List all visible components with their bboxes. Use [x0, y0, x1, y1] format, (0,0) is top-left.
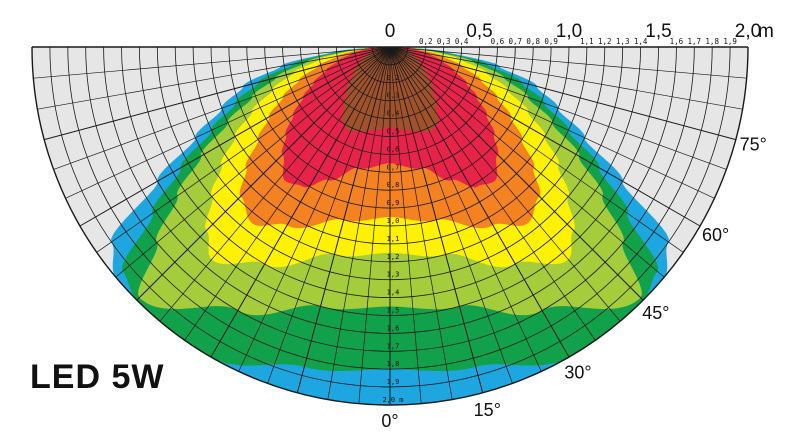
top-minor-label: 1,2 — [598, 37, 612, 46]
top-minor-label: 0,3 — [437, 37, 451, 46]
top-major-label: 0,5 — [466, 21, 492, 42]
grid-radial-m25 — [238, 46, 391, 372]
grid-radial-m70 — [53, 46, 391, 170]
grid-radial-15 — [389, 46, 484, 393]
grid-radial-80 — [389, 46, 743, 110]
top-minor-label: 1,3 — [616, 37, 630, 46]
grid-radial-m60 — [79, 46, 391, 227]
top-unit-label: m — [758, 21, 774, 42]
radial-distance-label: 0,7 — [387, 163, 400, 171]
grid-radial-10 — [389, 46, 453, 400]
top-minor-label: 1,9 — [723, 37, 737, 46]
top-major-label: 2,0 — [735, 21, 761, 42]
grid-radial-75 — [389, 46, 736, 141]
top-minor-label: 0,6 — [491, 37, 505, 46]
top-major-label: 1,5 — [645, 21, 671, 42]
radial-distance-label: 1,4 — [387, 289, 400, 297]
angle-label: 15° — [474, 400, 501, 420]
chart-title: LED 5W — [30, 358, 165, 396]
top-minor-label: 0,7 — [509, 37, 523, 46]
top-minor-label: 1,1 — [580, 37, 594, 46]
top-minor-label: 0,8 — [526, 37, 540, 46]
radial-distance-label: 0,4 — [387, 110, 400, 118]
grid-radial-m20 — [267, 46, 391, 384]
radial-distance-label: 0,6 — [387, 145, 400, 153]
grid-radial-20 — [389, 46, 513, 384]
radial-distance-label: 1,0 — [387, 217, 400, 225]
radial-distance-label: 0,3 — [387, 92, 400, 100]
grid-radial-45 — [389, 46, 644, 301]
grid-radial-m65 — [65, 46, 391, 199]
radial-distance-label: 1,7 — [387, 342, 400, 350]
radial-distance-label: 2,0 m — [382, 396, 403, 404]
top-minor-label: 0,2 — [419, 37, 433, 46]
radial-distance-label: 0,5 — [387, 128, 400, 136]
top-minor-label: 1,8 — [705, 37, 719, 46]
grid-radial-30 — [389, 46, 570, 358]
radial-distance-label: 0,9 — [387, 199, 400, 207]
grid-radial-40 — [389, 46, 621, 322]
grid-radial-m45 — [136, 46, 391, 301]
grid-radial-m75 — [44, 46, 391, 141]
grid-radial-35 — [389, 46, 596, 341]
radial-distance-label: 1,6 — [387, 324, 400, 332]
grid-radial-70 — [389, 46, 727, 170]
grid-radial-m50 — [115, 46, 391, 278]
grid-radial-m10 — [327, 46, 391, 400]
radial-distance-label: 1,9 — [387, 378, 400, 386]
grid-radial-m55 — [96, 46, 391, 253]
grid-radial-85 — [389, 46, 747, 79]
grid-radial-m35 — [184, 46, 391, 341]
grid-radial-m40 — [159, 46, 391, 322]
radial-distance-label: 1,5 — [387, 307, 400, 315]
grid-radial-m30 — [210, 46, 391, 358]
angle-label: 0° — [381, 411, 398, 431]
grid-radial-55 — [389, 46, 684, 253]
radial-distance-label: 1,8 — [387, 360, 400, 368]
angle-label: 60° — [702, 225, 729, 245]
radial-distance-label: 0,2 — [387, 74, 400, 82]
radial-distance-label: 0,8 — [387, 181, 400, 189]
polar-grid — [31, 46, 749, 406]
top-minor-label: 0,4 — [455, 37, 469, 46]
grid-radial-m85 — [33, 46, 391, 79]
top-minor-label: 1,7 — [688, 37, 702, 46]
radial-distance-label: 1,2 — [387, 253, 400, 261]
grid-radial-65 — [389, 46, 715, 199]
top-major-label: 0 — [385, 21, 396, 42]
angle-label: 45° — [642, 303, 669, 323]
radial-distance-label: 1,1 — [387, 235, 400, 243]
grid-radial-m80 — [37, 46, 391, 110]
top-major-label: 1,0 — [556, 21, 582, 42]
radial-distance-label: 1,3 — [387, 271, 400, 279]
grid-radial-50 — [389, 46, 665, 278]
grid-radial-25 — [389, 46, 542, 372]
grid-radial-60 — [389, 46, 701, 227]
angle-label: 75° — [740, 134, 767, 154]
grid-radial-5 — [389, 46, 422, 404]
top-minor-label: 0,9 — [544, 37, 558, 46]
top-minor-label: 1,6 — [670, 37, 684, 46]
chart-labels: 0 0,5 1,0 1,5 2,0m0,2 0,3 0,4 0,6 0,7 0,8 0,9 1,1 1,… — [381, 21, 773, 431]
top-minor-label: 1,4 — [634, 37, 648, 46]
grid-radial-m15 — [296, 46, 391, 393]
angle-label: 30° — [564, 363, 591, 383]
grid-radial-m5 — [358, 46, 391, 404]
